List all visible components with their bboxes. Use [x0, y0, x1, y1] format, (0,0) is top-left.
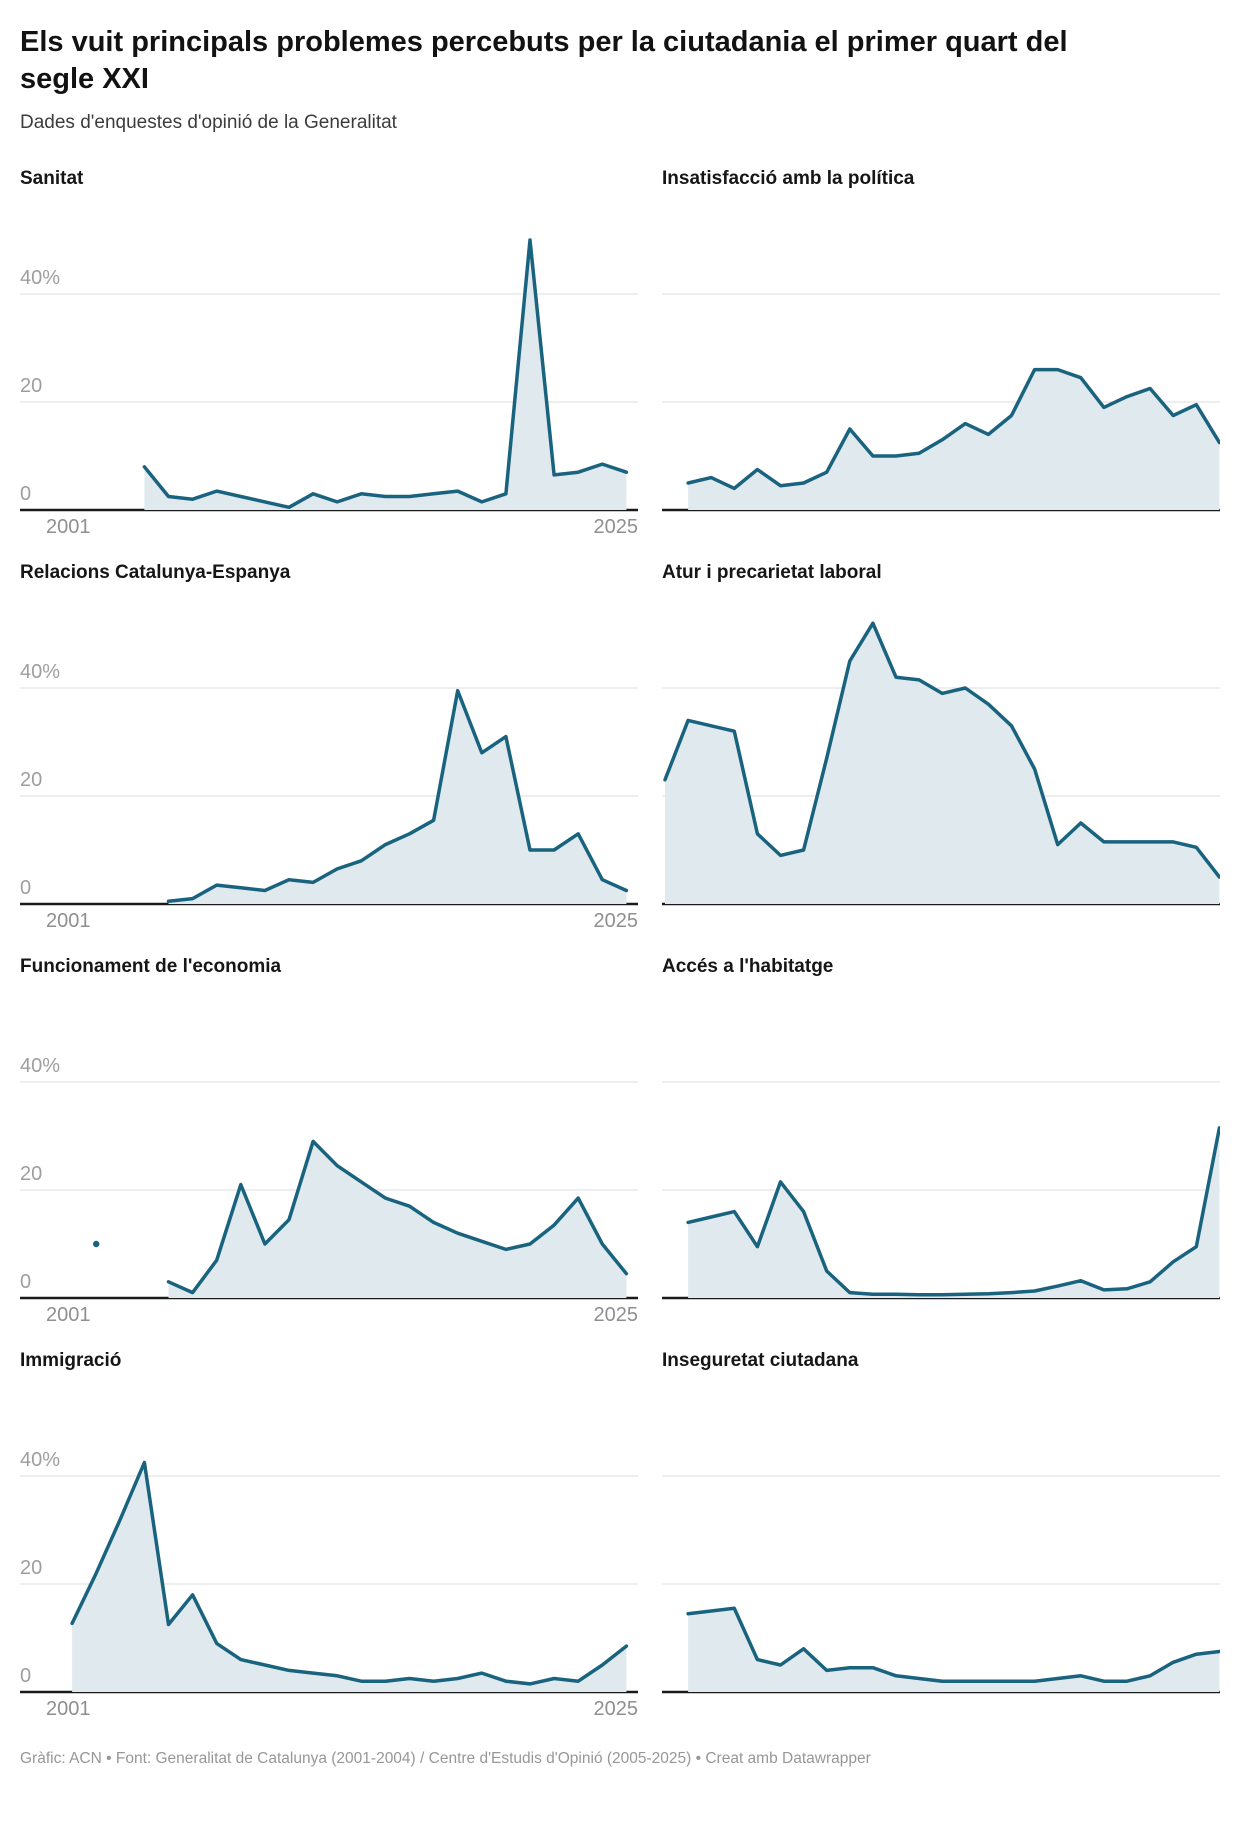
y-axis-label: 20: [20, 1557, 43, 1580]
chart-title: Immigració: [20, 1350, 122, 1372]
y-axis-label: 0: [20, 877, 32, 900]
x-axis-label-end: 2025: [593, 1698, 639, 1721]
y-axis-label: 40%: [20, 267, 61, 290]
footer-credit: Gràfic: ACN • Font: Generalitat de Catal…: [20, 1750, 871, 1768]
y-axis-label: 20: [20, 769, 43, 792]
y-axis-label: 0: [20, 483, 32, 506]
x-axis-label-end: 2025: [593, 1304, 639, 1327]
x-axis-label-start: 2001: [46, 910, 91, 933]
chart-immigraci: Immigració 40% 20 0 2001 2025: [20, 1350, 638, 1724]
plot-area: [662, 1388, 1220, 1696]
x-axis-labels: 2001 2025: [20, 1304, 638, 1330]
page-subtitle: Dades d'enquestes d'opinió de la General…: [20, 112, 397, 134]
chart-title: Atur i precarietat laboral: [662, 562, 882, 584]
chart-title: Insatisfacció amb la política: [662, 168, 915, 190]
plot-area: [662, 206, 1220, 514]
chart-sanitat: Sanitat 40% 20 0 2001 2025: [20, 168, 638, 542]
y-axis-label: 40%: [20, 1449, 61, 1472]
chart-title: Sanitat: [20, 168, 84, 190]
x-axis-labels: 2001 2025: [20, 516, 638, 542]
y-axis-label: 0: [20, 1271, 32, 1294]
plot-area: 40% 20 0: [20, 1388, 638, 1696]
plot-area: 40% 20 0: [20, 994, 638, 1302]
y-axis-label: 20: [20, 1163, 43, 1186]
x-axis-label-end: 2025: [593, 516, 639, 539]
chart-title: Funcionament de l'economia: [20, 956, 282, 978]
chart-svg: [662, 1475, 1220, 1694]
chart-relacions-catalunya-espanya: Relacions Catalunya-Espanya 40% 20 0 2001 202…: [20, 562, 638, 936]
y-axis-label: 20: [20, 375, 43, 398]
chart-title: Inseguretat ciutadana: [662, 1350, 859, 1372]
chart-atur-i-precarietat-laboral: Atur i precarietat laboral: [662, 562, 1220, 908]
chart-acc-s-a-l-habitatge: Accés a l'habitatge: [662, 956, 1220, 1302]
chart-svg: [662, 1081, 1220, 1300]
x-axis-label-end: 2025: [593, 910, 639, 933]
plot-area: [662, 994, 1220, 1302]
chart-svg: [20, 687, 638, 906]
chart-svg: [662, 293, 1220, 512]
chart-svg: [20, 1081, 638, 1300]
chart-inseguretat-ciutadana: Inseguretat ciutadana: [662, 1350, 1220, 1696]
page: Els vuit principals problemes percebuts …: [20, 26, 1220, 1768]
x-axis-label-start: 2001: [46, 1698, 91, 1721]
plot-area: 40% 20 0: [20, 600, 638, 908]
chart-insatisfacci-amb-la-pol-tica: Insatisfacció amb la política: [662, 168, 1220, 514]
small-multiples-grid: Sanitat 40% 20 0 2001 2025 Insatisfacció amb l…: [20, 168, 1220, 1744]
plot-area: [662, 600, 1220, 908]
chart-svg: [662, 621, 1220, 906]
chart-title: Relacions Catalunya-Espanya: [20, 562, 291, 584]
x-axis-label-start: 2001: [46, 1304, 91, 1327]
chart-svg: [20, 238, 638, 512]
chart-svg: [20, 1460, 638, 1694]
y-axis-label: 40%: [20, 661, 61, 684]
y-axis-label: 0: [20, 1665, 32, 1688]
x-axis-labels: 2001 2025: [20, 1698, 638, 1724]
chart-title: Accés a l'habitatge: [662, 956, 834, 978]
page-title: Els vuit principals problemes percebuts …: [20, 26, 1068, 95]
y-axis-label: 40%: [20, 1055, 61, 1078]
chart-funcionament-de-l-economia: Funcionament de l'economia 40% 20 0 2001 2025: [20, 956, 638, 1330]
plot-area: 40% 20 0: [20, 206, 638, 514]
x-axis-labels: 2001 2025: [20, 910, 638, 936]
x-axis-label-start: 2001: [46, 516, 91, 539]
